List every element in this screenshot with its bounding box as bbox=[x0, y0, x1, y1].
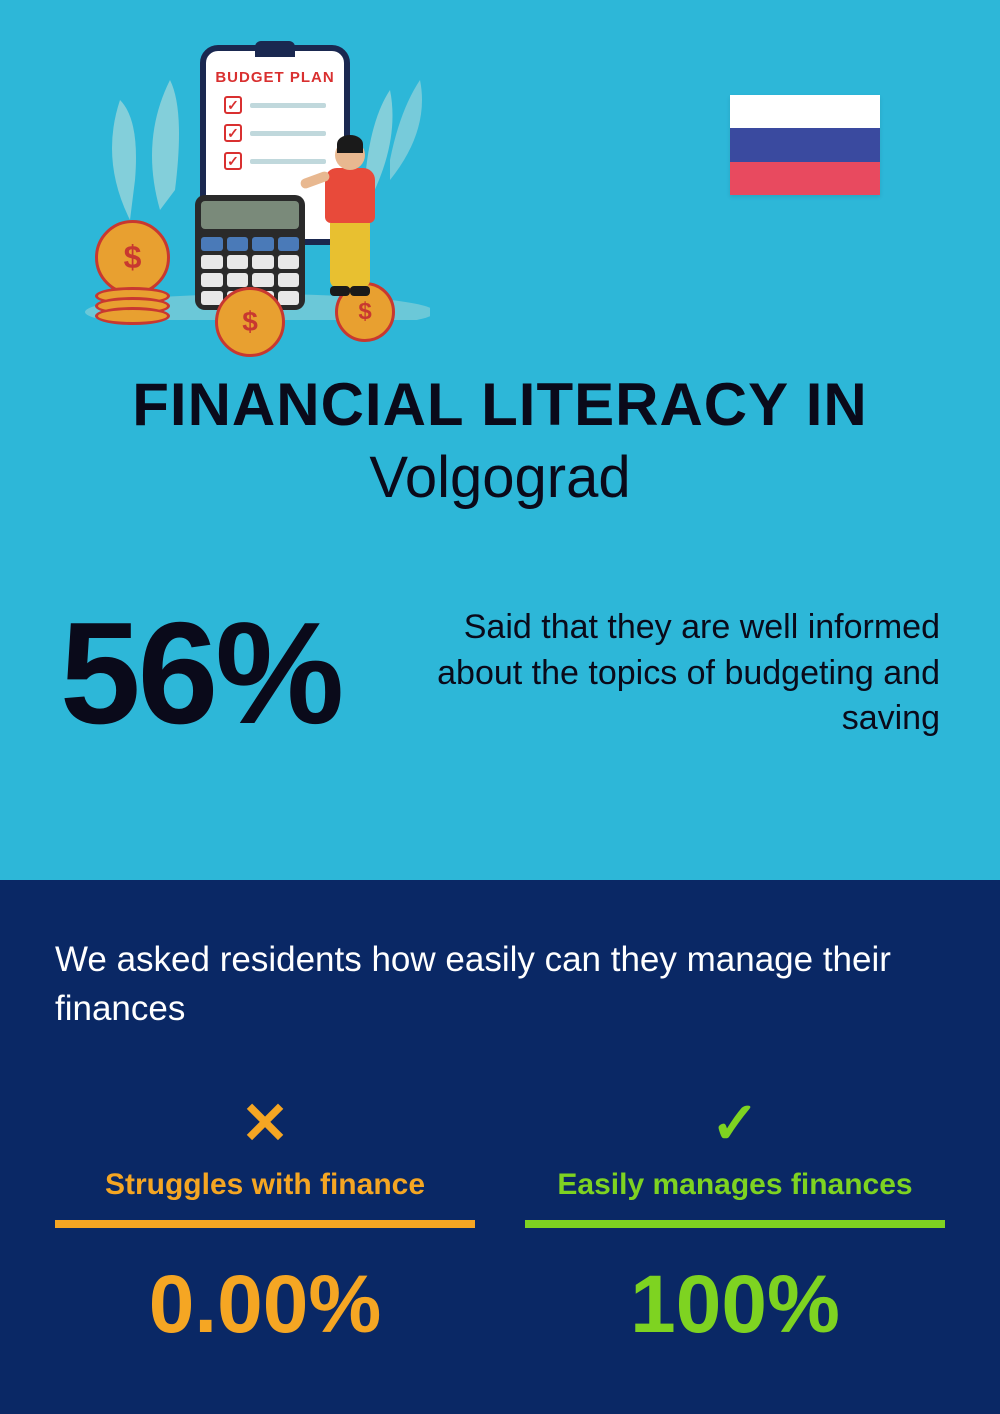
title-block: FINANCIAL LITERACY IN Volgograd bbox=[50, 370, 950, 511]
check-icon: ✓ bbox=[525, 1093, 945, 1153]
coin-stack: $ $ $ bbox=[95, 220, 170, 325]
manages-label: Easily manages finances bbox=[525, 1168, 945, 1202]
headline-percent: 56% bbox=[60, 601, 341, 746]
cross-icon: ✕ bbox=[55, 1093, 475, 1153]
question-text: We asked residents how easily can they m… bbox=[55, 935, 945, 1033]
budget-illustration: BUDGET PLAN ✓ ✓ ✓ $ $ $ bbox=[50, 40, 430, 320]
top-section: BUDGET PLAN ✓ ✓ ✓ $ $ $ bbox=[0, 0, 1000, 880]
struggles-column: ✕ Struggles with finance 0.00% bbox=[55, 1093, 475, 1352]
title-main: FINANCIAL LITERACY IN bbox=[50, 370, 950, 439]
manages-value: 100% bbox=[525, 1258, 945, 1352]
divider-orange bbox=[55, 1220, 475, 1228]
flag-stripe-blue bbox=[730, 128, 880, 161]
struggles-value: 0.00% bbox=[55, 1258, 475, 1352]
flag-stripe-white bbox=[730, 95, 880, 128]
manages-column: ✓ Easily manages finances 100% bbox=[525, 1093, 945, 1352]
person-figure bbox=[315, 140, 385, 300]
flag-stripe-red bbox=[730, 162, 880, 195]
divider-green bbox=[525, 1220, 945, 1228]
clipboard-title: BUDGET PLAN bbox=[206, 69, 344, 86]
headline-stat: 56% Said that they are well informed abo… bbox=[50, 601, 950, 746]
headline-description: Said that they are well informed about t… bbox=[371, 605, 940, 743]
comparison-columns: ✕ Struggles with finance 0.00% ✓ Easily … bbox=[55, 1093, 945, 1352]
struggles-label: Struggles with finance bbox=[55, 1168, 475, 1202]
title-sub: Volgograd bbox=[50, 444, 950, 511]
bottom-section: We asked residents how easily can they m… bbox=[0, 880, 1000, 1414]
russia-flag bbox=[730, 95, 880, 195]
